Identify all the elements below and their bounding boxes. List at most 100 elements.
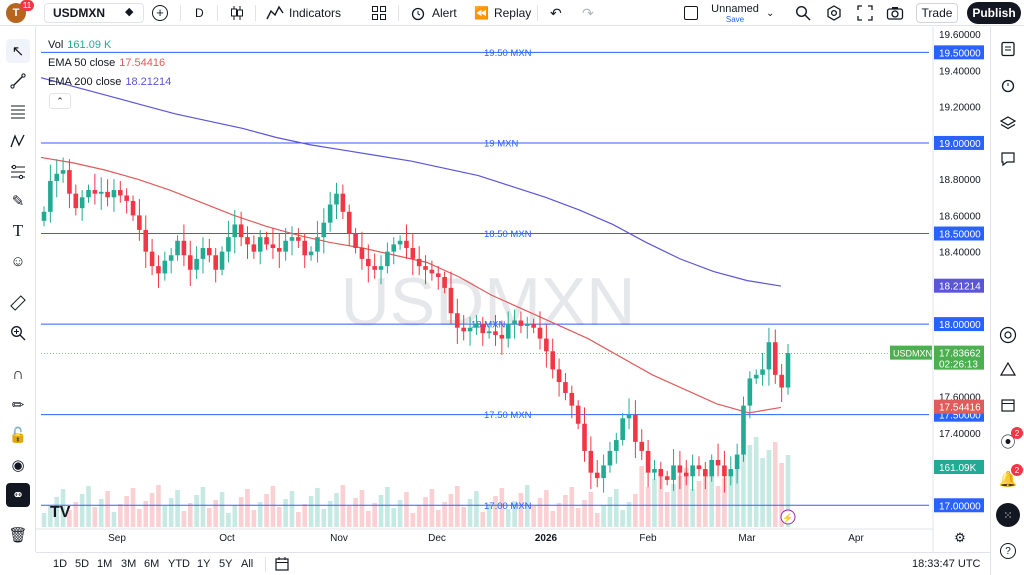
text-icon: T xyxy=(12,221,24,240)
publish-button[interactable]: Publish xyxy=(967,2,1021,24)
magnet-tool[interactable]: ∩ xyxy=(6,363,30,387)
fib-tool[interactable] xyxy=(6,99,30,123)
range-1d[interactable]: 1D xyxy=(53,558,68,570)
trendline-tool[interactable] xyxy=(6,69,30,93)
emoji-tool[interactable]: ☺ xyxy=(6,249,30,273)
candle xyxy=(124,188,129,214)
technicals-button[interactable] xyxy=(996,323,1020,347)
zoom-tool[interactable] xyxy=(6,321,30,345)
prediction-tool[interactable] xyxy=(6,159,30,183)
symbol-search[interactable]: USDMXN ◆ xyxy=(44,3,144,23)
help-button[interactable]: ? xyxy=(996,539,1020,563)
volume-bar xyxy=(137,509,142,527)
volume-bar xyxy=(620,510,625,527)
volume-bar xyxy=(461,507,466,527)
range-1y[interactable]: 1Y xyxy=(197,558,211,570)
candle-body xyxy=(486,331,492,334)
candle-body xyxy=(544,338,549,352)
symbol-dropdown-icon[interactable]: ◆ xyxy=(125,6,134,18)
clock[interactable]: 18:33:47 UTC xyxy=(912,558,981,570)
chart-type-button[interactable] xyxy=(229,0,245,26)
remove-drawings-tool[interactable]: 🗑 xyxy=(6,523,30,547)
save-layout-button[interactable]: Unnamed Save xyxy=(708,0,762,26)
go-to-date-button[interactable] xyxy=(274,556,290,575)
price-tag-3: 18.00000 xyxy=(939,320,981,331)
alerts-button[interactable] xyxy=(996,73,1020,97)
candle xyxy=(219,246,225,276)
volume-bar xyxy=(544,490,549,527)
candle-body xyxy=(772,342,778,375)
object-tree-button[interactable] xyxy=(996,111,1020,135)
legend-volume[interactable]: Vol 161.09 K xyxy=(48,39,111,51)
volume-bar xyxy=(563,495,568,527)
volume-bar xyxy=(60,489,66,527)
layout-checkbox[interactable] xyxy=(684,0,698,26)
calendar-button[interactable] xyxy=(996,393,1020,417)
streams-button[interactable]: ⦿ xyxy=(996,429,1020,453)
collapse-legend-button[interactable]: ⌃ xyxy=(49,93,71,109)
candle xyxy=(766,327,772,386)
layout-menu-button[interactable]: ⌄ xyxy=(766,0,774,26)
trade-button[interactable]: Trade xyxy=(916,3,958,23)
range-6m[interactable]: 6M xyxy=(144,558,160,570)
range-5y[interactable]: 5Y xyxy=(219,558,233,570)
settings-button[interactable] xyxy=(826,0,842,26)
notifications-button[interactable]: 🔔 xyxy=(996,467,1020,491)
candle-body xyxy=(289,237,295,241)
candle xyxy=(276,233,282,268)
volume-bar xyxy=(251,510,257,527)
candle-body xyxy=(168,255,174,261)
undo-button[interactable]: ↶ xyxy=(550,0,562,26)
candle-body xyxy=(620,418,625,441)
triangle-icon xyxy=(1000,361,1016,376)
chats-button[interactable] xyxy=(996,147,1020,171)
candle xyxy=(423,255,428,285)
candle xyxy=(588,436,594,489)
legend-ema200[interactable]: EMA 200 close 18.21214 xyxy=(48,76,171,88)
stay-drawing-tool[interactable]: ✏ xyxy=(6,393,30,417)
brush-icon: ✎ xyxy=(11,193,25,210)
pattern-tool[interactable] xyxy=(6,129,30,153)
apps-button[interactable]: ⁙ xyxy=(996,503,1020,527)
sync-drawings-tool[interactable]: ⚭ xyxy=(6,483,30,507)
redo-button[interactable]: ↷ xyxy=(582,0,594,26)
range-5d[interactable]: 5D xyxy=(75,558,90,570)
legend-vol-label: Vol xyxy=(48,39,64,51)
watchlist-button[interactable] xyxy=(996,37,1020,61)
quick-search-button[interactable] xyxy=(795,0,811,26)
lock-drawings-tool[interactable]: 🔓 xyxy=(6,423,30,447)
ideas-button[interactable] xyxy=(996,357,1020,381)
indicators-label: Indicators xyxy=(289,6,342,20)
candle xyxy=(474,315,479,335)
candle xyxy=(162,251,168,281)
candle-body xyxy=(219,251,225,270)
indicators-button[interactable]: Indicators xyxy=(266,0,341,26)
range-ytd[interactable]: YTD xyxy=(168,558,190,570)
candle-body xyxy=(302,240,308,256)
compare-symbol-button[interactable]: + xyxy=(152,0,168,26)
range-3m[interactable]: 3M xyxy=(121,558,137,570)
brush-tool[interactable]: ✎ xyxy=(6,189,30,213)
measure-tool[interactable] xyxy=(6,291,30,315)
hide-drawings-tool[interactable]: ◉ xyxy=(6,453,30,477)
candle-body xyxy=(442,277,447,288)
range-1m[interactable]: 1M xyxy=(97,558,113,570)
volume-bar xyxy=(353,498,358,527)
screenshot-button[interactable] xyxy=(886,0,904,26)
candle xyxy=(715,443,721,477)
volume-bar xyxy=(86,486,91,527)
interval-button[interactable]: D xyxy=(195,0,204,26)
alert-button[interactable]: Alert xyxy=(410,0,457,26)
cursor-tool[interactable]: ↖ xyxy=(6,39,30,63)
top-toolbar: T 11 USDMXN ◆ + D Indicators Alert ⏪ Rep… xyxy=(0,0,1024,26)
replay-button[interactable]: ⏪ Replay xyxy=(474,0,531,26)
range-all[interactable]: All xyxy=(241,558,254,570)
fullscreen-button[interactable] xyxy=(857,0,873,26)
text-tool[interactable]: T xyxy=(6,219,30,243)
volume-bar xyxy=(772,442,778,527)
candle-body xyxy=(48,180,53,212)
layouts-button[interactable] xyxy=(371,0,387,26)
price-chart[interactable]: USDMXN 19.50 MXN 19.50000 19 MXN 19.00000 18.… xyxy=(36,27,990,552)
volume-bar xyxy=(499,488,505,527)
legend-ema50[interactable]: EMA 50 close 17.54416 xyxy=(48,57,165,69)
